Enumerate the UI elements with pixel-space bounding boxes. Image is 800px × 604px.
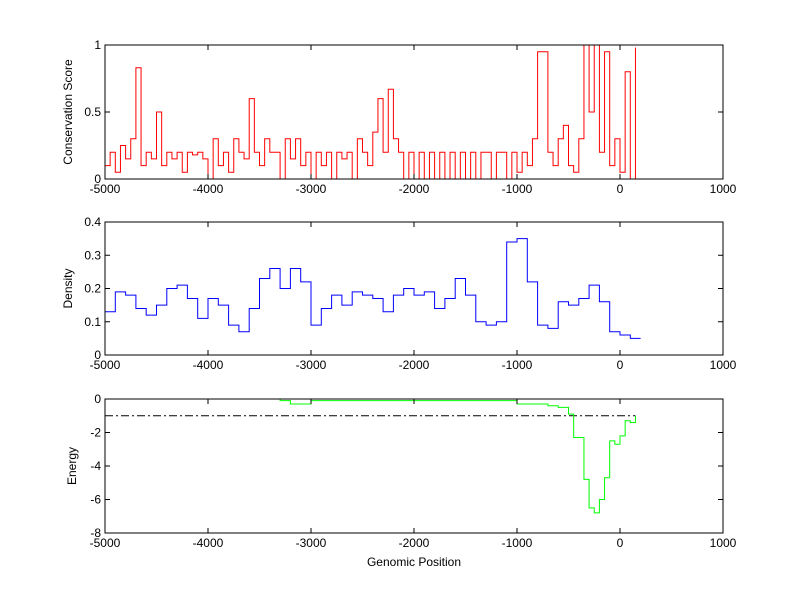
y-axis-label: Density [61,268,75,308]
x-tick-label: -4000 [193,358,224,372]
subplot-3: -5000 -4000 -3000 -2000 -1000 0 1000 -8 -6 -4 -2 0 E… [65,392,737,569]
y-tick-label: -4 [90,459,101,473]
x-tick-label: 0 [617,182,624,196]
x-tick-label: 1000 [710,182,737,196]
y-tick-label: 0 [94,348,101,362]
x-tick-label: 0 [617,536,624,550]
x-tick-label: -2000 [399,358,430,372]
y-tick-label: 0 [94,172,101,186]
x-tick-label: 1000 [710,536,737,550]
x-tick-label: -2000 [399,536,430,550]
subplot-1: -5000 -4000 -3000 -2000 -1000 0 1000 0 0.5 1 Conse… [61,38,737,196]
y-tick-label: -6 [90,493,101,507]
x-tick-label: -1000 [502,536,533,550]
y-tick-label: 0.5 [84,105,101,119]
x-tick-label: -5000 [90,358,121,372]
x-tick-label: -3000 [296,358,327,372]
subplot-2: -5000 -4000 -3000 -2000 -1000 0 1000 0 0.1 0.2 0.3… [61,215,737,372]
y-tick-label: 1 [94,38,101,52]
x-tick-label: -3000 [296,536,327,550]
x-tick-label: -3000 [296,182,327,196]
y-tick-label: 0 [94,392,101,406]
x-tick-label: 1000 [710,358,737,372]
y-tick-label: 0.4 [84,215,101,229]
x-axis-label: Genomic Position [367,555,461,569]
x-tick-label: -5000 [90,536,121,550]
x-tick-label: -5000 [90,182,121,196]
y-tick-label: -8 [90,526,101,540]
y-tick-label: 0.3 [84,248,101,262]
y-axis-label: Energy [65,447,79,485]
y-tick-label: -2 [90,426,101,440]
x-tick-label: -2000 [399,182,430,196]
x-tick-label: -4000 [193,182,224,196]
x-tick-label: -1000 [502,182,533,196]
y-tick-label: 0.1 [84,315,101,329]
x-tick-label: 0 [617,358,624,372]
series-line [105,238,641,339]
axes-box [104,398,724,534]
series-line [105,44,636,180]
x-tick-label: -1000 [502,358,533,372]
y-axis-label: Conservation Score [61,59,75,165]
x-tick-label: -4000 [193,536,224,550]
y-tick-label: 0.2 [84,282,101,296]
